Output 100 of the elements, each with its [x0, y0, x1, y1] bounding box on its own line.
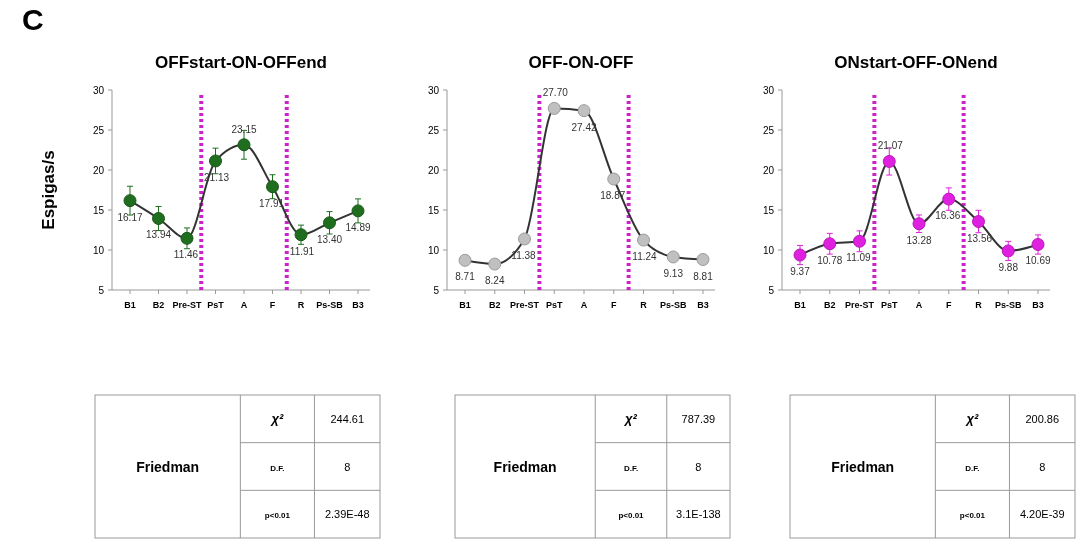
point	[323, 216, 336, 230]
x-tick-label: PsT	[880, 300, 898, 310]
text: 244.61	[330, 412, 365, 425]
y-tick-label: 10	[427, 244, 440, 256]
text: D.F.	[623, 463, 639, 473]
data-label: 11.46	[173, 249, 199, 261]
point	[123, 194, 137, 208]
x-tick-label: F	[946, 300, 952, 310]
x-tick-label: B1	[459, 300, 471, 310]
x-tick-label: R	[297, 300, 305, 310]
text: p<0.01	[618, 511, 644, 521]
point	[666, 250, 680, 264]
text: p<0.01	[264, 511, 290, 521]
y-tick-label: 10	[762, 244, 775, 256]
chart-title: OFFstart-ON-OFFend	[155, 53, 327, 72]
x-tick-label: Ps-SB	[994, 300, 1022, 310]
text: 787.39	[681, 412, 716, 425]
text: χ²	[625, 410, 637, 426]
x-tick-label: A	[915, 300, 923, 310]
x-tick-label: B1	[124, 300, 136, 310]
point	[607, 172, 621, 186]
data-label: 10.69	[1025, 255, 1051, 267]
data-label: 11.09	[846, 252, 872, 264]
y-tick-label: 15	[427, 204, 440, 216]
x-tick-label: F	[611, 300, 617, 310]
text: 2.39E-48	[324, 508, 370, 521]
y-tick-label: 25	[427, 124, 440, 136]
x-tick-label: F	[269, 300, 276, 310]
chart-title: Friedman	[136, 458, 200, 475]
y-tick-label: 20	[92, 164, 105, 176]
y-tick-label: 30	[427, 84, 440, 96]
x-tick-label: B2	[823, 300, 836, 310]
data-label: 16.17	[117, 211, 143, 223]
data-label: 11.38	[511, 249, 537, 261]
data-label: 9.13	[663, 267, 684, 279]
data-label: 13.40	[316, 233, 343, 245]
chart-title: Friedman	[831, 458, 895, 475]
y-tick-label: 20	[762, 164, 775, 176]
y-tick-label: 5	[98, 284, 105, 296]
x-tick-label: Pre-ST	[172, 300, 202, 310]
text: C	[22, 3, 44, 36]
y-tick-label: 5	[433, 284, 440, 296]
point	[793, 248, 807, 262]
y-tick-label: 25	[92, 124, 105, 136]
x-tick-label: PsT	[545, 300, 563, 310]
text: 8	[1039, 460, 1046, 473]
x-tick-label: Pre-ST	[509, 300, 540, 310]
y-tick-label: 10	[92, 244, 105, 256]
x-tick-label: B3	[697, 300, 709, 310]
y-tick-label: 15	[762, 204, 775, 216]
text: p<0.01	[959, 511, 985, 521]
point	[488, 257, 502, 271]
text: D.F.	[965, 463, 980, 473]
y-tick-label: 30	[762, 84, 775, 96]
data-label: 9.37	[790, 266, 811, 278]
y-tick-label: 20	[427, 164, 440, 176]
data-label: 14.89	[345, 221, 371, 233]
x-tick-label: R	[975, 300, 983, 310]
point	[180, 231, 194, 245]
chart-title: Friedman	[493, 458, 557, 475]
point	[458, 253, 472, 267]
data-label: 23.15	[231, 123, 257, 135]
data-label: 8.24	[485, 275, 505, 287]
point	[853, 234, 866, 248]
point	[294, 228, 308, 242]
point	[518, 232, 531, 246]
point	[696, 253, 710, 267]
text: 200.86	[1025, 412, 1060, 425]
data-label: 8.81	[693, 270, 714, 282]
point	[882, 154, 896, 168]
point	[823, 237, 837, 251]
x-tick-label: Pre-ST	[844, 300, 875, 310]
point	[1001, 244, 1015, 258]
y-tick-label: 30	[92, 84, 105, 96]
point	[637, 233, 650, 247]
text: 3.1E-138	[676, 508, 721, 521]
point	[577, 104, 591, 118]
data-label: 9.88	[998, 261, 1019, 273]
text: D.F.	[270, 463, 285, 473]
x-tick-label: A	[580, 300, 588, 310]
x-tick-label: PsT	[207, 300, 225, 310]
point	[972, 215, 985, 229]
point	[351, 204, 365, 218]
data-label: 27.70	[542, 87, 569, 99]
x-tick-label: R	[640, 300, 648, 310]
text: 8	[344, 460, 351, 473]
x-tick-label: B3	[352, 300, 364, 310]
chart-title: ONstart-OFF-ONend	[834, 53, 998, 72]
point	[547, 101, 561, 115]
text: χ²	[271, 410, 284, 426]
y-tick-label: 25	[762, 124, 775, 136]
x-tick-label: B2	[488, 300, 501, 310]
chart-title: OFF-ON-OFF	[528, 53, 634, 72]
x-tick-label: B1	[794, 300, 806, 310]
x-tick-label: B2	[152, 300, 165, 310]
x-tick-label: B3	[1032, 300, 1044, 310]
data-label: 11.24	[632, 251, 658, 263]
point	[237, 138, 251, 152]
text: 8	[695, 460, 702, 473]
data-label: 16.36	[935, 210, 961, 222]
